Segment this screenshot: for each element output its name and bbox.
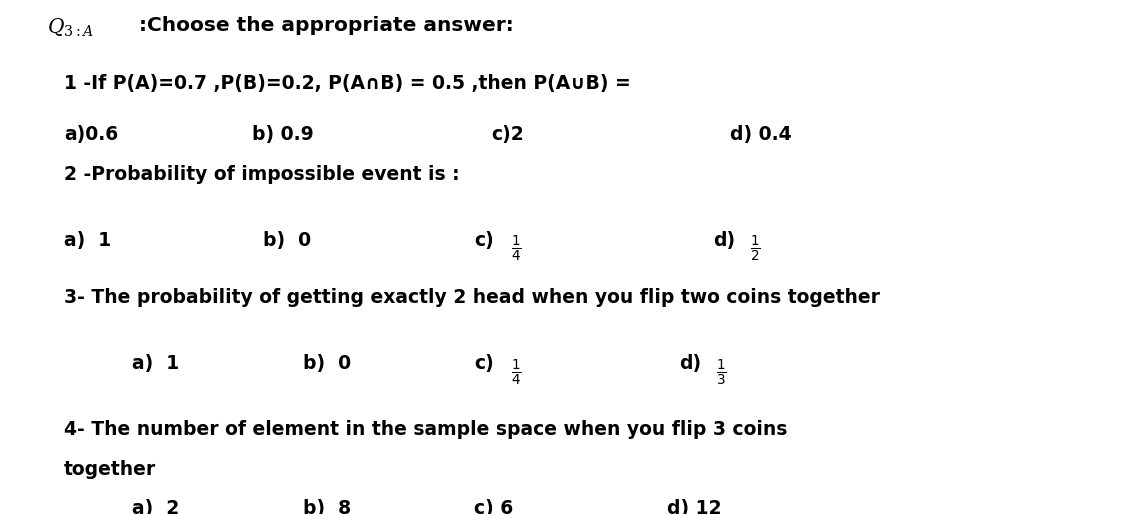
Text: $\frac{1}{2}$: $\frac{1}{2}$ (751, 234, 761, 264)
Text: $\mathit{Q}_{3:A}$: $\mathit{Q}_{3:A}$ (47, 16, 94, 39)
Text: 3- The probability of getting exactly 2 head when you flip two coins together: 3- The probability of getting exactly 2 … (64, 288, 880, 307)
Text: c): c) (474, 231, 494, 250)
Text: d) 12: d) 12 (667, 499, 722, 514)
Text: c) 6: c) 6 (474, 499, 513, 514)
Text: 2 -Probability of impossible event is :: 2 -Probability of impossible event is : (64, 165, 460, 184)
Text: c): c) (474, 354, 494, 373)
Text: a)  2: a) 2 (132, 499, 179, 514)
Text: d) 0.4: d) 0.4 (730, 124, 792, 143)
Text: c)2: c)2 (491, 124, 524, 143)
Text: 4- The number of element in the sample space when you flip 3 coins: 4- The number of element in the sample s… (64, 420, 787, 439)
Text: b) 0.9: b) 0.9 (252, 124, 314, 143)
Text: :Choose the appropriate answer:: :Choose the appropriate answer: (132, 16, 515, 35)
Text: b)  0: b) 0 (264, 231, 311, 250)
Text: d): d) (713, 231, 735, 250)
Text: $\frac{1}{3}$: $\frac{1}{3}$ (717, 358, 727, 388)
Text: b)  0: b) 0 (304, 354, 351, 373)
Text: together: together (64, 461, 156, 480)
Text: a)  1: a) 1 (64, 231, 111, 250)
Text: a)0.6: a)0.6 (64, 124, 119, 143)
Text: $\frac{1}{4}$: $\frac{1}{4}$ (511, 358, 521, 388)
Text: 1 -If P(A)=0.7 ,P(B)=0.2, P(A∩B) = 0.5 ,then P(A∪B) =: 1 -If P(A)=0.7 ,P(B)=0.2, P(A∩B) = 0.5 ,… (64, 74, 631, 93)
Text: d): d) (679, 354, 701, 373)
Text: a)  1: a) 1 (132, 354, 179, 373)
Text: $\frac{1}{4}$: $\frac{1}{4}$ (511, 234, 521, 264)
Text: b)  8: b) 8 (304, 499, 351, 514)
